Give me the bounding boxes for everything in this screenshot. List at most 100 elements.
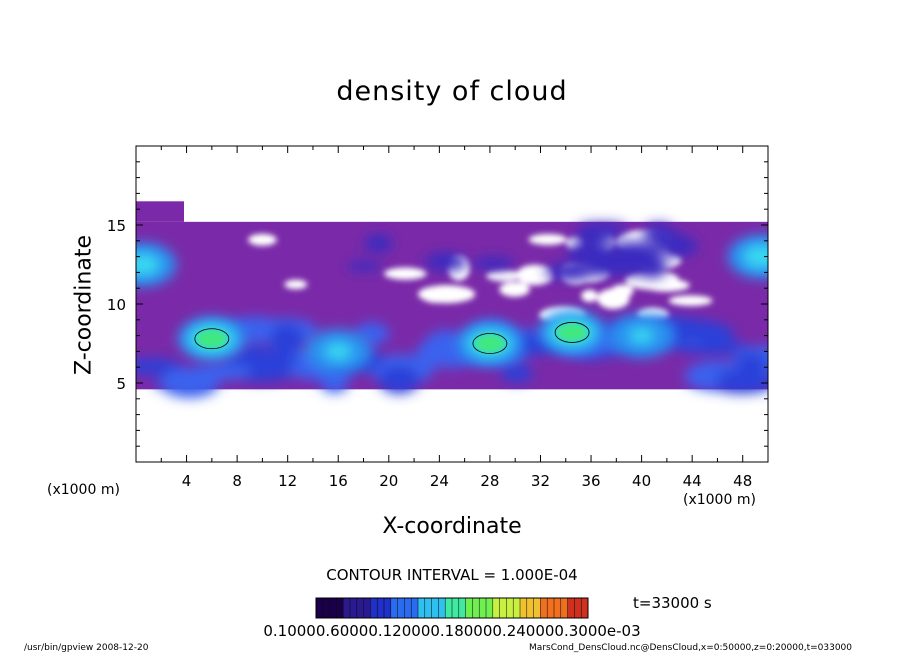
density-feature: [608, 314, 676, 358]
y-tick-label: 15: [107, 217, 126, 235]
colorbar-cell: [418, 598, 425, 618]
upper-blob: [588, 253, 613, 276]
colorbar-cell: [336, 598, 343, 618]
upper-blob: [545, 263, 594, 281]
cloud-gap: [643, 279, 690, 292]
density-feature: [304, 329, 372, 373]
colorbar: [316, 598, 588, 618]
feature-core: [475, 335, 505, 353]
colorbar-cell: [534, 598, 541, 618]
dense-blob: [501, 365, 533, 382]
cloud-gap: [248, 234, 277, 246]
density-feature: [728, 235, 796, 279]
colorbar-cell: [527, 598, 534, 618]
feature-mid: [124, 253, 160, 276]
x-tick-label: 40: [632, 472, 651, 490]
x-tick-label: 20: [379, 472, 398, 490]
cloud-gap: [384, 267, 427, 279]
feature-mid: [742, 245, 780, 269]
colorbar-cell: [364, 598, 371, 618]
cloud-gap: [611, 284, 634, 297]
dense-blob: [270, 324, 303, 354]
x-tick-label: 4: [182, 472, 192, 490]
cloud-band-cap: [136, 201, 184, 222]
colorbar-tick-labels: 0.10000.60000.120000.180000.240000.3000e…: [0, 622, 904, 640]
colorbar-cell: [466, 598, 473, 618]
feature-core: [197, 330, 227, 348]
feature-mid: [324, 342, 353, 360]
colorbar-cell: [384, 598, 391, 618]
colorbar-cell: [425, 598, 432, 618]
feature-mid: [628, 327, 654, 344]
upper-blob: [347, 261, 381, 271]
colorbar-cell: [574, 598, 581, 618]
upper-blob: [425, 252, 467, 271]
upper-blob: [608, 242, 659, 263]
colorbar-cell: [316, 598, 323, 618]
colorbar-cell: [568, 598, 575, 618]
colorbar-cell: [486, 598, 493, 618]
cloud-gap: [486, 270, 521, 281]
colorbar-cell: [398, 598, 405, 618]
colorbar-cell: [479, 598, 486, 618]
cloud-gap: [499, 282, 530, 297]
colorbar-cell: [554, 598, 561, 618]
y-tick-label: 10: [107, 296, 126, 314]
colorbar-cell: [520, 598, 527, 618]
colorbar-cell: [506, 598, 513, 618]
colorbar-cell: [404, 598, 411, 618]
colorbar-cell: [547, 598, 554, 618]
density-feature: [538, 310, 606, 354]
x-tick-label: 16: [329, 472, 348, 490]
density-feature: [178, 317, 246, 361]
feature-core: [557, 323, 587, 341]
colorbar-cell: [343, 598, 350, 618]
cloud-gap: [284, 280, 307, 289]
colorbar-cell: [411, 598, 418, 618]
cloud-gap: [529, 234, 568, 245]
colorbar-cell: [452, 598, 459, 618]
x-unit-label-right: (x1000 m): [683, 492, 756, 508]
x-tick-label: 44: [683, 472, 702, 490]
upper-blob: [473, 257, 514, 270]
colorbar-cell: [391, 598, 398, 618]
colorbar-cell: [459, 598, 466, 618]
colorbar-cell: [323, 598, 330, 618]
contour-interval-label: CONTOUR INTERVAL = 1.000E-04: [0, 566, 904, 584]
colorbar-cell: [445, 598, 452, 618]
colorbar-cell: [561, 598, 568, 618]
density-feature: [456, 322, 524, 366]
colorbar-cell: [357, 598, 364, 618]
colorbar-cell: [500, 598, 507, 618]
x-tick-label: 12: [278, 472, 297, 490]
colorbar-cell: [330, 598, 337, 618]
footer-data-source: MarsCond_DensCloud.nc@DensCloud,x=0:5000…: [529, 643, 852, 653]
colorbar-cell: [370, 598, 377, 618]
x-tick-label: 28: [480, 472, 499, 490]
colorbar-cell: [581, 598, 588, 618]
colorbar-cell: [493, 598, 500, 618]
dense-blob: [686, 374, 721, 388]
x-tick-label: 48: [733, 472, 752, 490]
y-axis-label: Z-coordinate: [72, 235, 97, 375]
cloud-gap: [421, 287, 453, 303]
x-axis-label: X-coordinate: [0, 514, 904, 539]
colorbar-cell: [350, 598, 357, 618]
colorbar-cell: [438, 598, 445, 618]
chart-title: density of cloud: [0, 76, 904, 107]
colorbar-cell: [472, 598, 479, 618]
x-unit-label-left: (x1000 m): [47, 482, 120, 498]
dense-blob: [736, 354, 768, 373]
x-tick-label: 32: [531, 472, 550, 490]
dense-blob: [321, 373, 349, 393]
time-label: t=33000 s: [633, 594, 712, 612]
x-tick-label: 8: [232, 472, 242, 490]
x-tick-label: 36: [581, 472, 600, 490]
dense-blob: [189, 363, 252, 380]
plot-area: [108, 201, 795, 398]
density-feature: [108, 243, 176, 287]
x-tick-label: 24: [430, 472, 449, 490]
y-tick-label: 5: [116, 375, 126, 393]
colorbar-cell: [432, 598, 439, 618]
colorbar-cell: [513, 598, 520, 618]
